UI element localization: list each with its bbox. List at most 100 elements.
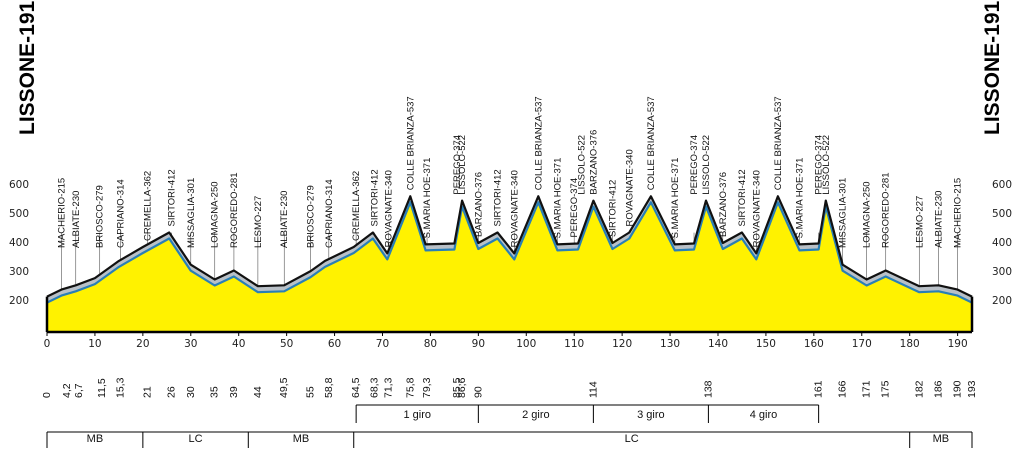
place-label-42: LOMAGNA-250 [862, 181, 873, 248]
place-label-33: LISSOLO-522 [701, 135, 712, 195]
province-label-1: LC [189, 433, 203, 445]
place-label-24: S.MARIA HOE-371 [552, 158, 563, 239]
y-tick-left-3: 500 [9, 208, 29, 220]
x-tick-label-11: 110 [564, 338, 584, 350]
km-mark-30: 190 [952, 380, 964, 398]
place-label-14: SIRTORI-412 [369, 169, 380, 226]
x-tick-label-1: 10 [88, 338, 101, 350]
km-mark-21: 90 [472, 386, 484, 398]
y-tick-right-3: 500 [992, 208, 1012, 220]
km-mark-23: 138 [702, 380, 714, 398]
place-label-26: LISSOLO-522 [576, 135, 587, 195]
place-label-8: ROGOREDO-281 [229, 173, 240, 249]
place-label-12: CAPRIANO-314 [324, 179, 335, 248]
place-label-7: LOMAGNA-250 [210, 181, 221, 248]
km-mark-11: 49,5 [278, 377, 290, 398]
place-label-10: ALBIATE-230 [279, 191, 290, 248]
x-tick-label-8: 80 [424, 338, 437, 350]
place-label-29: ROVAGNATE-340 [624, 149, 635, 226]
place-label-31: S.MARIA HOE-371 [670, 158, 681, 239]
x-tick-label-14: 140 [708, 338, 728, 350]
place-label-44: LESMO-227 [914, 196, 925, 248]
place-label-1: ALBIATE-230 [71, 191, 82, 248]
km-mark-4: 15,3 [114, 377, 126, 398]
km-mark-0: 0 [41, 392, 53, 398]
place-label-13: CREMELLA-362 [351, 171, 362, 241]
y-tick-right-1: 300 [992, 266, 1012, 278]
place-label-21: SIRTORI-412 [493, 169, 504, 226]
km-mark-26: 171 [861, 380, 873, 398]
place-label-22: ROVAGNATE-340 [509, 170, 520, 247]
x-tick-label-19: 190 [948, 338, 968, 350]
km-mark-12: 55 [305, 386, 317, 398]
place-label-6: MISSAGLIA-301 [186, 178, 197, 248]
km-mark-29: 186 [932, 380, 944, 398]
y-tick-right-4: 600 [992, 179, 1012, 191]
x-tick-label-10: 100 [516, 338, 536, 350]
place-label-25: PEREGO-374 [569, 178, 580, 238]
km-mark-5: 21 [142, 386, 154, 398]
place-label-11: BRIOSCO-279 [306, 185, 317, 248]
end-label: LISSONE-191m [981, 0, 1004, 135]
x-tick-label-7: 70 [376, 338, 389, 350]
km-mark-14: 64,5 [350, 377, 362, 398]
x-tick-label-2: 20 [136, 338, 149, 350]
place-label-40: LISSOLO-522 [821, 135, 832, 195]
place-label-38: S.MARIA HOE-371 [794, 158, 805, 239]
y-tick-left-2: 400 [9, 237, 29, 249]
start-label: LISSONE-191m [16, 0, 39, 135]
province-label-4: MB [933, 433, 950, 445]
place-label-37: COLLE BRIANZA-537 [773, 96, 784, 190]
province-label-3: LC [625, 433, 639, 445]
km-mark-24: 161 [813, 380, 825, 398]
place-label-35: SIRTORI-412 [737, 169, 748, 226]
km-mark-13: 58,8 [323, 377, 335, 398]
x-tick-label-6: 60 [328, 338, 341, 350]
km-mark-6: 26 [166, 386, 178, 398]
place-label-5: SIRTORI-412 [167, 169, 178, 226]
km-mark-7: 30 [185, 386, 197, 398]
km-mark-28: 182 [913, 380, 925, 398]
lap-label-3: 4 giro [750, 409, 778, 421]
place-label-0: MACHERIO-215 [56, 178, 67, 248]
place-label-9: LESMO-227 [253, 196, 264, 248]
x-tick-label-12: 120 [612, 338, 632, 350]
place-label-20: BARZANO-376 [473, 172, 484, 237]
place-label-41: MISSAGLIA-301 [838, 178, 849, 248]
y-tick-left-0: 200 [9, 295, 29, 307]
km-mark-18: 79,3 [421, 377, 433, 398]
place-label-43: ROGOREDO-281 [881, 173, 892, 249]
km-mark-20: 86,6 [456, 377, 468, 398]
x-tick-label-13: 130 [660, 338, 680, 350]
km-mark-1: 4,2 [61, 383, 73, 398]
place-label-4: CREMELLA-362 [143, 171, 154, 241]
place-label-45: ALBIATE-230 [933, 191, 944, 248]
place-label-16: COLLE BRIANZA-537 [405, 96, 416, 190]
lap-label-0: 1 giro [403, 409, 431, 421]
x-tick-label-16: 160 [804, 338, 824, 350]
x-tick-label-18: 180 [900, 338, 920, 350]
km-mark-3: 11,5 [96, 378, 108, 398]
km-mark-19: 85,5 [451, 377, 463, 398]
profile-outline [46, 195, 973, 298]
y-tick-right-2: 400 [992, 237, 1012, 249]
place-label-23: COLLE BRIANZA-537 [533, 96, 544, 190]
km-mark-27: 175 [880, 380, 892, 398]
lap-label-2: 3 giro [637, 409, 665, 421]
km-mark-15: 68,3 [368, 377, 380, 398]
place-label-3: CAPRIANO-314 [115, 179, 126, 248]
y-tick-left-1: 300 [9, 266, 29, 278]
x-tick-label-4: 40 [232, 338, 245, 350]
place-label-18: PEREGO-374 [452, 135, 463, 195]
place-label-36: ROVAGNATE-340 [751, 170, 762, 247]
y-tick-left-4: 600 [9, 179, 29, 191]
y-tick-right-0: 200 [992, 295, 1012, 307]
road-shoulder [47, 196, 972, 303]
km-mark-17: 75,8 [404, 377, 416, 398]
km-mark-2: 6,7 [73, 383, 85, 398]
place-label-30: COLLE BRIANZA-537 [646, 96, 657, 190]
km-mark-16: 71,3 [383, 377, 395, 398]
place-label-39: PEREGO-374 [814, 135, 825, 195]
